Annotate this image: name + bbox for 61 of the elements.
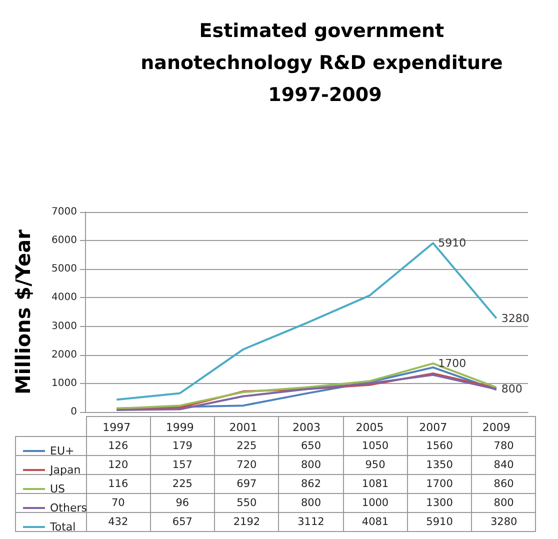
legend-label: EU+ — [50, 444, 74, 458]
y-tick-label: 1000 — [52, 378, 77, 389]
data-label: 860 — [472, 474, 536, 494]
data-label: 950 — [343, 456, 408, 474]
y-axis-title: Millions $/Year — [11, 229, 35, 394]
data-label: 840 — [472, 456, 536, 474]
y-tick-label: 6000 — [52, 235, 77, 246]
annotation: 1700 — [438, 356, 466, 370]
legend-label: US — [50, 482, 66, 496]
data-label: 862 — [278, 474, 344, 494]
data-label: 1350 — [407, 456, 472, 474]
data-label: 96 — [150, 494, 215, 512]
data-label: 650 — [278, 436, 344, 456]
chart-title: Estimated government nanotechnology R&D expenditure 1997-2009 — [140, 20, 510, 106]
data-label: 2192 — [214, 512, 279, 532]
data-label: 157 — [150, 456, 215, 474]
data-label: 550 — [214, 494, 279, 512]
data-label: 225 — [214, 436, 279, 456]
data-label: 116 — [86, 474, 150, 494]
y-tick-label: 0 — [70, 406, 77, 418]
annotation: 800 — [501, 382, 522, 396]
data-label: 1700 — [407, 474, 472, 494]
data-label: 1081 — [343, 474, 408, 494]
x-tick-label: 2009 — [482, 421, 510, 434]
y-tick-label: 5000 — [52, 264, 77, 275]
data-label: 800 — [472, 494, 536, 512]
x-tick-label: 2001 — [229, 421, 258, 434]
data-label: 720 — [214, 456, 279, 474]
data-label: 1050 — [343, 436, 408, 456]
data-label: 126 — [86, 436, 150, 456]
x-tick-label: 2003 — [292, 421, 320, 434]
data-label: 432 — [86, 512, 150, 532]
legend-label: Others — [50, 502, 88, 514]
x-tick-label: 2007 — [419, 421, 448, 434]
annotation: 3280 — [501, 312, 530, 325]
data-label: 5910 — [407, 512, 472, 532]
annotation: 5910 — [438, 236, 466, 250]
data-label: 4081 — [343, 512, 408, 532]
x-tick-label: 1999 — [166, 421, 194, 434]
x-tick-label: 2005 — [356, 421, 384, 434]
data-label: 800 — [278, 456, 344, 474]
data-label: 1300 — [407, 494, 472, 512]
y-tick-label: 4000 — [52, 292, 77, 304]
data-label: 1000 — [343, 494, 408, 512]
data-label: 800 — [278, 494, 344, 512]
data-label: 70 — [86, 494, 150, 512]
data-label: 3280 — [472, 512, 536, 532]
data-label: 225 — [150, 474, 215, 494]
data-label: 697 — [214, 474, 279, 494]
legend-label: Total — [49, 520, 76, 534]
data-label: 3112 — [278, 512, 344, 532]
data-label: 179 — [150, 436, 215, 456]
data-label: 1560 — [407, 436, 472, 456]
y-tick-label: 7000 — [52, 206, 77, 218]
data-label: 780 — [472, 436, 536, 456]
x-tick-label: 1997 — [102, 421, 131, 434]
data-label: 120 — [86, 456, 150, 474]
legend-label: Japan — [49, 464, 81, 476]
y-tick-label: 2000 — [52, 349, 77, 360]
data-label: 657 — [150, 512, 215, 532]
y-tick-label: 3000 — [52, 320, 77, 332]
